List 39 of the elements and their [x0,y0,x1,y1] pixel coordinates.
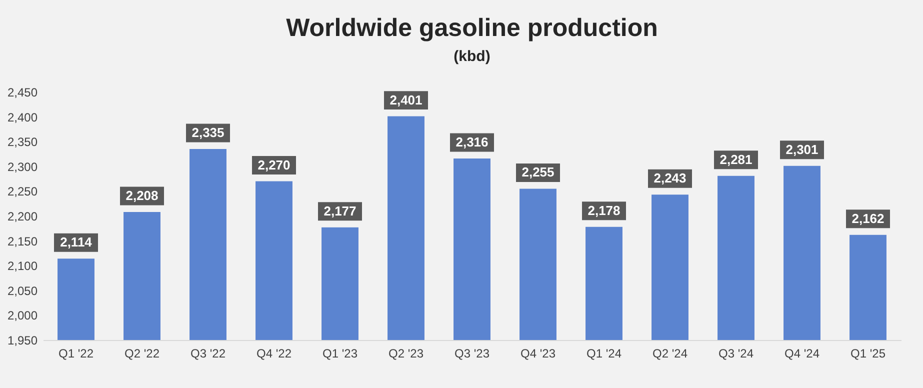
x-tick-label: Q1 '23 [322,346,358,360]
y-tick-label: 2,250 [7,184,38,199]
data-label: 2,335 [192,125,224,140]
x-tick-label: Q3 '23 [454,346,490,360]
x-tick-label: Q2 '22 [124,346,160,360]
y-tick-label: 2,350 [7,135,38,150]
y-tick-label: 2,300 [7,160,38,174]
data-label: 2,162 [852,210,884,226]
y-tick-label: 2,050 [7,284,38,298]
x-tick-label: Q2 '24 [652,346,688,360]
y-tick-label: 2,400 [7,110,38,124]
data-label: 2,177 [324,203,356,218]
data-label: 2,281 [720,152,752,167]
data-label: 2,401 [390,92,422,108]
x-tick-label: Q1 '24 [586,346,622,360]
data-label: 2,270 [258,157,290,172]
data-label: 2,208 [126,188,158,204]
x-tick-label: Q3 '22 [190,346,226,360]
data-label: 2,178 [588,202,620,218]
y-tick-label: 2,000 [7,308,38,323]
x-tick-label: Q1 '25 [850,346,886,360]
x-tick-label: Q3 '24 [718,346,754,360]
chart-subtitle: (kbd) [454,48,490,65]
x-tick-label: Q4 '23 [520,346,556,360]
y-tick-label: 1,950 [7,334,38,348]
y-tick-label: 2,150 [7,234,38,248]
chart-title: Worldwide gasoline production [286,14,658,42]
data-label: 2,316 [456,134,488,150]
x-tick-label: Q4 '22 [256,346,292,360]
x-tick-label: Q4 '24 [784,346,820,360]
data-label: 2,243 [654,170,686,186]
data-label: 2,301 [786,142,818,157]
x-tick-label: Q1 '22 [58,346,94,360]
x-tick-label: Q2 '23 [388,346,424,360]
y-tick-label: 2,200 [7,210,38,224]
data-label: 2,114 [60,234,93,250]
data-label: 2,255 [522,164,554,180]
y-tick-label: 2,100 [7,259,38,274]
y-tick-label: 2,450 [7,86,38,100]
